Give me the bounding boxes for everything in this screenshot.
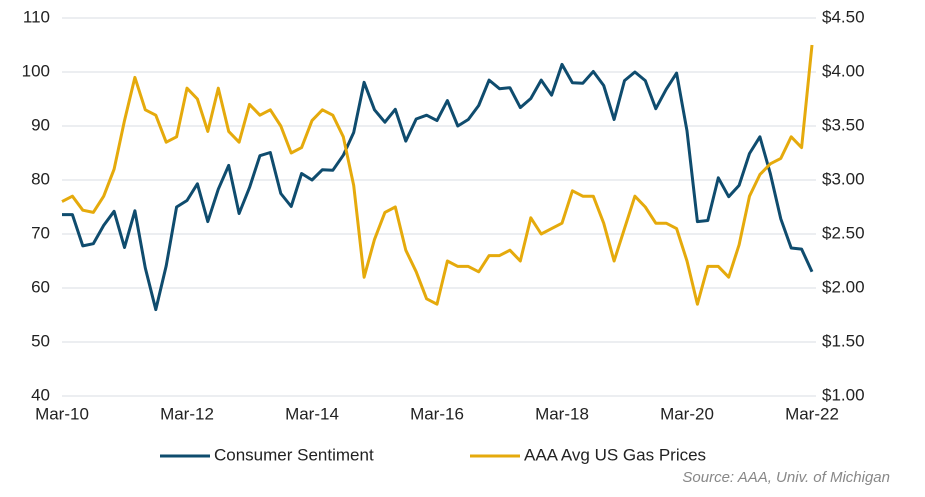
y-tick-label: 90	[31, 115, 50, 134]
x-tick-label: Mar-16	[410, 404, 464, 423]
y2-tick-label: $4.50	[822, 7, 865, 26]
y-tick-label: 60	[31, 277, 50, 296]
x-tick-label: Mar-14	[285, 404, 339, 423]
line-series	[61, 44, 814, 306]
y2-tick-label: $4.00	[822, 61, 865, 80]
y2-tick-label: $2.50	[822, 223, 865, 242]
y2-tick-label: $1.00	[822, 385, 865, 404]
x-tick-label: Mar-10	[35, 404, 89, 423]
x-tick-label: Mar-22	[785, 404, 839, 423]
y-tick-label: 80	[31, 169, 50, 188]
y-tick-label: 110	[23, 7, 50, 26]
y-tick-label: 40	[31, 385, 50, 404]
y2-tick-label: $3.00	[822, 169, 865, 188]
legend-label: AAA Avg US Gas Prices	[524, 445, 706, 464]
y2-tick-label: $2.00	[822, 277, 865, 296]
x-tick-label: Mar-20	[660, 404, 714, 423]
x-tick-label: Mar-12	[160, 404, 214, 423]
y-tick-label: 70	[31, 223, 50, 242]
x-tick-label: Mar-18	[535, 404, 589, 423]
line-series	[62, 62, 814, 312]
y-tick-label: 50	[31, 331, 50, 350]
y-tick-label: 100	[22, 61, 50, 80]
source-note: Source: AAA, Univ. of Michigan	[682, 469, 890, 486]
y2-tick-label: $1.50	[822, 331, 865, 350]
y2-tick-label: $3.50	[822, 115, 865, 134]
legend-label: Consumer Sentiment	[214, 445, 374, 464]
